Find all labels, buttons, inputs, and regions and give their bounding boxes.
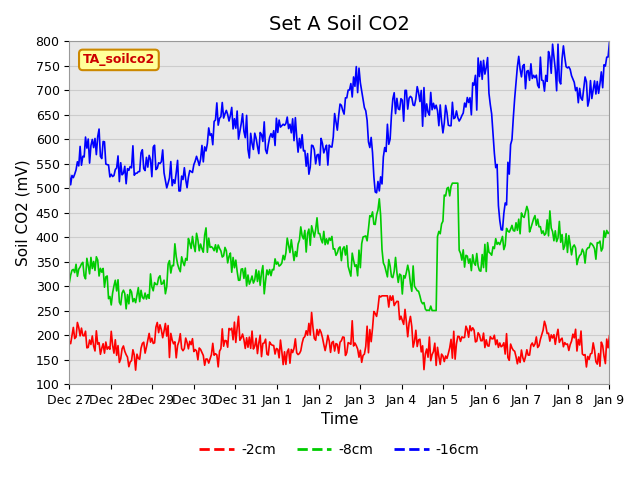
- Legend: -2cm, -8cm, -16cm: -2cm, -8cm, -16cm: [194, 438, 485, 463]
- Title: Set A Soil CO2: Set A Soil CO2: [269, 15, 410, 34]
- Y-axis label: Soil CO2 (mV): Soil CO2 (mV): [15, 159, 30, 266]
- Text: TA_soilco2: TA_soilco2: [83, 53, 155, 66]
- X-axis label: Time: Time: [321, 412, 358, 427]
